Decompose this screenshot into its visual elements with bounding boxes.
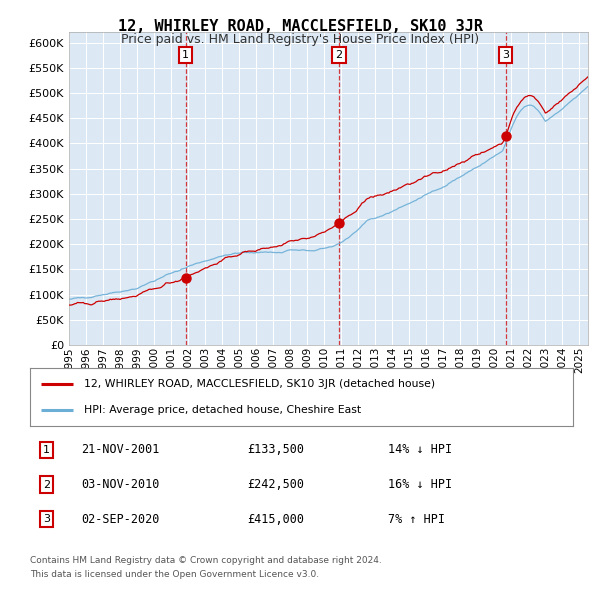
Text: 7% ↑ HPI: 7% ↑ HPI xyxy=(388,513,445,526)
Text: 16% ↓ HPI: 16% ↓ HPI xyxy=(388,478,452,491)
Text: 3: 3 xyxy=(43,514,50,525)
Text: 03-NOV-2010: 03-NOV-2010 xyxy=(82,478,160,491)
Text: Price paid vs. HM Land Registry's House Price Index (HPI): Price paid vs. HM Land Registry's House … xyxy=(121,33,479,46)
Text: £133,500: £133,500 xyxy=(247,444,304,457)
Text: 3: 3 xyxy=(502,50,509,60)
Text: 12, WHIRLEY ROAD, MACCLESFIELD, SK10 3JR: 12, WHIRLEY ROAD, MACCLESFIELD, SK10 3JR xyxy=(118,19,482,34)
Text: 12, WHIRLEY ROAD, MACCLESFIELD, SK10 3JR (detached house): 12, WHIRLEY ROAD, MACCLESFIELD, SK10 3JR… xyxy=(85,379,436,389)
Text: Contains HM Land Registry data © Crown copyright and database right 2024.: Contains HM Land Registry data © Crown c… xyxy=(30,556,382,565)
Text: 2: 2 xyxy=(335,50,343,60)
Text: 1: 1 xyxy=(43,445,50,455)
Text: HPI: Average price, detached house, Cheshire East: HPI: Average price, detached house, Ches… xyxy=(85,405,361,415)
Text: 21-NOV-2001: 21-NOV-2001 xyxy=(82,444,160,457)
Text: 2: 2 xyxy=(43,480,50,490)
Text: £242,500: £242,500 xyxy=(247,478,304,491)
Text: 1: 1 xyxy=(182,50,189,60)
Text: 02-SEP-2020: 02-SEP-2020 xyxy=(82,513,160,526)
Text: 14% ↓ HPI: 14% ↓ HPI xyxy=(388,444,452,457)
Text: £415,000: £415,000 xyxy=(247,513,304,526)
Text: This data is licensed under the Open Government Licence v3.0.: This data is licensed under the Open Gov… xyxy=(30,570,319,579)
